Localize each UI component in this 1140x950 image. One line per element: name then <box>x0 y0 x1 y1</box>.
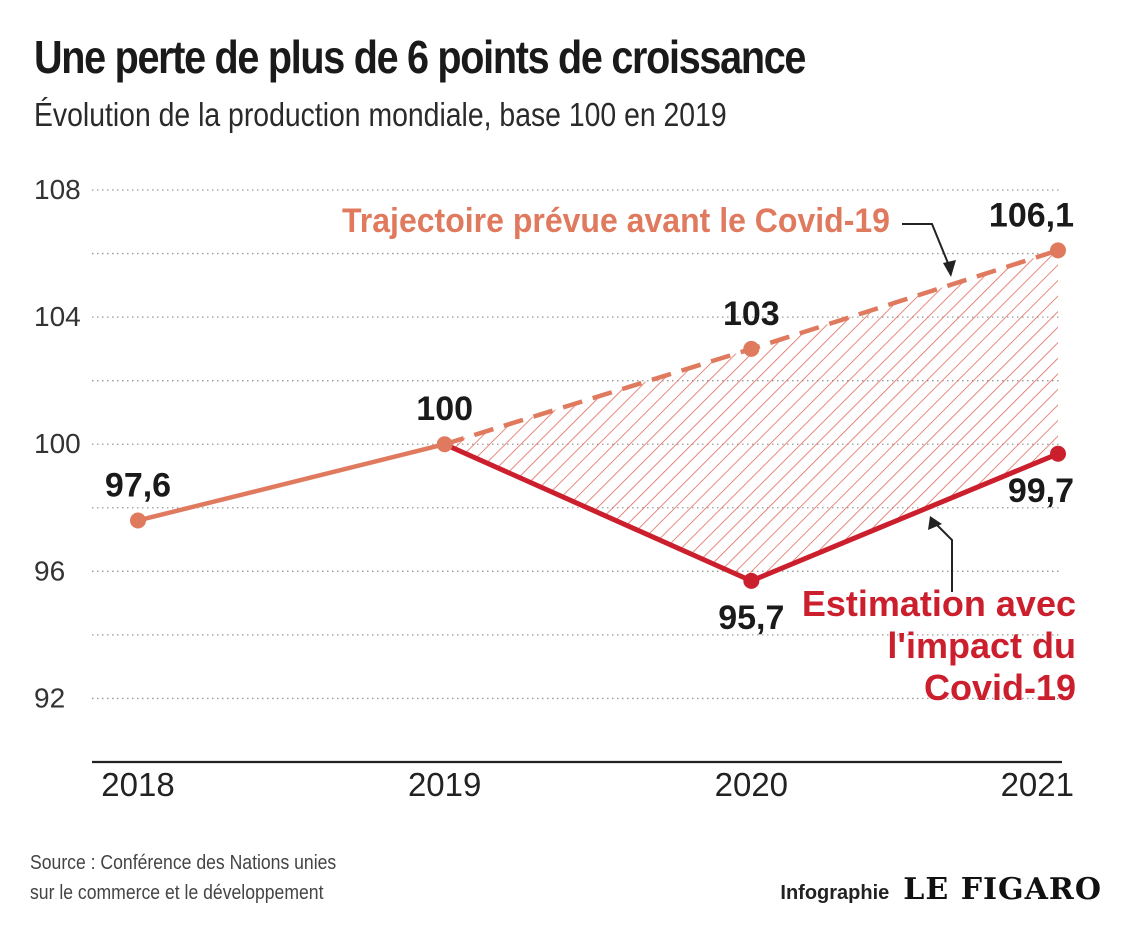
y-tick-label: 100 <box>34 428 81 459</box>
hatched-gap-area <box>444 250 1059 581</box>
data-point <box>1050 445 1066 462</box>
y-tick-label: 96 <box>34 555 65 586</box>
y-tick-label: 92 <box>34 682 65 713</box>
estimate-annotation-arrow <box>931 519 953 592</box>
data-labels: 97,6 100 103 106,1 95,7 99,7 <box>105 196 1074 636</box>
data-label: 97,6 <box>105 466 171 504</box>
data-label: 103 <box>723 295 780 333</box>
forecast-annotation: Trajectoire prévue avant le Covid‑19 <box>342 202 890 240</box>
data-label: 95,7 <box>718 599 784 637</box>
gap-area <box>444 250 1059 581</box>
x-tick-label: 2019 <box>408 766 481 803</box>
estimate-annotation-line: l'impact du <box>887 625 1076 666</box>
source-line-2: sur le commerce et le développement <box>30 882 324 904</box>
brand-logo: LE FIGARO <box>903 872 1102 907</box>
y-tick-label: 104 <box>34 301 81 332</box>
annotations: Trajectoire prévue avant le Covid‑19 Esti… <box>342 202 1076 708</box>
x-tick-label: 2020 <box>715 766 788 803</box>
y-axis-ticks: 92 96 100 104 108 <box>34 174 81 713</box>
x-tick-label: 2021 <box>1001 766 1074 803</box>
estimate-annotation-line: Estimation avec <box>802 583 1076 624</box>
data-points <box>130 242 1066 589</box>
x-tick-label: 2018 <box>101 766 174 803</box>
data-point <box>743 340 760 357</box>
chart-title: Une perte de plus de 6 points de croissa… <box>34 31 806 83</box>
data-label: 100 <box>416 390 473 428</box>
forecast-arrowhead <box>943 260 956 277</box>
data-point <box>1050 242 1066 259</box>
data-label: 99,7 <box>1008 472 1074 510</box>
data-point <box>130 512 146 529</box>
credit: Infographie LE FIGARO <box>780 872 1102 907</box>
data-point <box>743 572 760 589</box>
data-point <box>436 436 453 453</box>
source-note: Source : Conférence des Nations unies su… <box>30 848 336 908</box>
grid-lines <box>92 189 1062 764</box>
history-line <box>135 441 447 523</box>
y-tick-label: 108 <box>34 174 81 205</box>
chart-subtitle: Évolution de la production mondiale, bas… <box>34 96 727 133</box>
credit-label: Infographie <box>780 882 890 904</box>
source-line-1: Source : Conférence des Nations unies <box>30 852 337 874</box>
estimate-annotation-line: Covid‑19 <box>924 667 1076 708</box>
x-axis-ticks: 2018 2019 2020 2021 <box>101 766 1074 803</box>
forecast-annotation-arrow <box>902 223 951 269</box>
estimate-arrowhead <box>928 516 942 530</box>
data-label: 106,1 <box>989 196 1074 234</box>
